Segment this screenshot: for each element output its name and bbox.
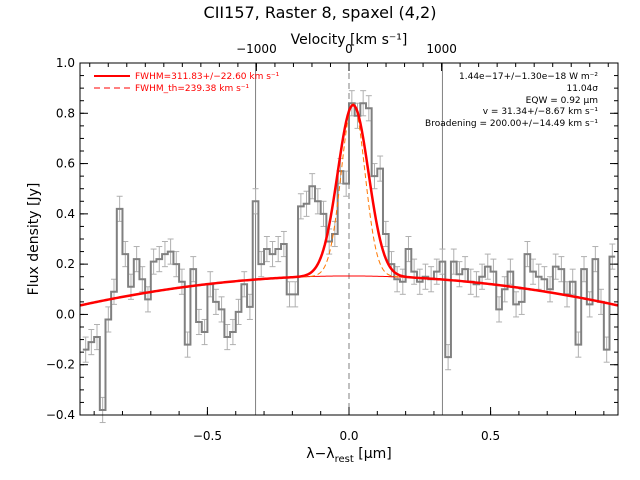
fit-annotations: 1.44e−17+/−1.30e−18 W m⁻² 11.04σ EQW = 0… — [425, 72, 598, 129]
annotation-sigma: 11.04σ — [567, 84, 599, 94]
top-tick-label: 1000 — [426, 42, 457, 56]
axes-layer: −0.4 −0.2 0.0 0.2 0.4 0.6 0.8 1.0 −0.5 0.0 0.5 −100… — [46, 42, 618, 443]
y-tick-label: −0.2 — [46, 358, 75, 372]
annotation-eqw: EQW = 0.92 μm — [526, 96, 598, 106]
legend: FWHM=311.83+/−22.60 km s⁻¹ FWHM_th=239.3… — [94, 72, 280, 94]
y-tick-label: 0.6 — [56, 157, 75, 171]
annotation-broadening: Broadening = 200.00+/−14.49 km s⁻¹ — [425, 119, 598, 129]
annotation-flux: 1.44e−17+/−1.30e−18 W m⁻² — [459, 72, 598, 82]
x-axis-label-unit: [μm] — [354, 446, 392, 462]
y-tick-label: 0.2 — [56, 257, 75, 271]
x-tick-label: −0.5 — [193, 429, 222, 443]
plot-data-layer — [79, 63, 619, 424]
x-axis-label-sub: rest — [335, 454, 354, 465]
top-axis-label: Velocity [km s⁻¹] — [291, 32, 408, 48]
y-tick-label: 0.8 — [56, 106, 75, 120]
top-tick-label: 0 — [345, 42, 353, 56]
x-axis-label-main: λ−λ — [306, 446, 334, 462]
top-tick-label: −1000 — [236, 42, 277, 56]
y-tick-label: 1.0 — [56, 56, 75, 70]
y-tick-label: −0.4 — [46, 408, 75, 422]
chart-title: CII157, Raster 8, spaxel (4,2) — [204, 3, 437, 22]
spectrum-step-line — [82, 102, 616, 411]
annotation-velocity: v = 31.34+/−8.67 km s⁻¹ — [483, 107, 599, 117]
x-tick-label: 0.0 — [339, 429, 358, 443]
y-axis-label: Flux density [Jy] — [26, 183, 42, 296]
gaussian-fit-line — [79, 103, 619, 307]
legend-item-fwhm-th: FWHM_th=239.38 km s⁻¹ — [135, 84, 250, 94]
x-axis-label: λ−λrest [μm] — [306, 446, 391, 465]
legend-item-fwhm: FWHM=311.83+/−22.60 km s⁻¹ — [135, 72, 280, 82]
x-tick-label: 0.5 — [481, 429, 500, 443]
y-tick-label: 0.0 — [56, 307, 75, 321]
y-tick-label: 0.4 — [56, 207, 75, 221]
